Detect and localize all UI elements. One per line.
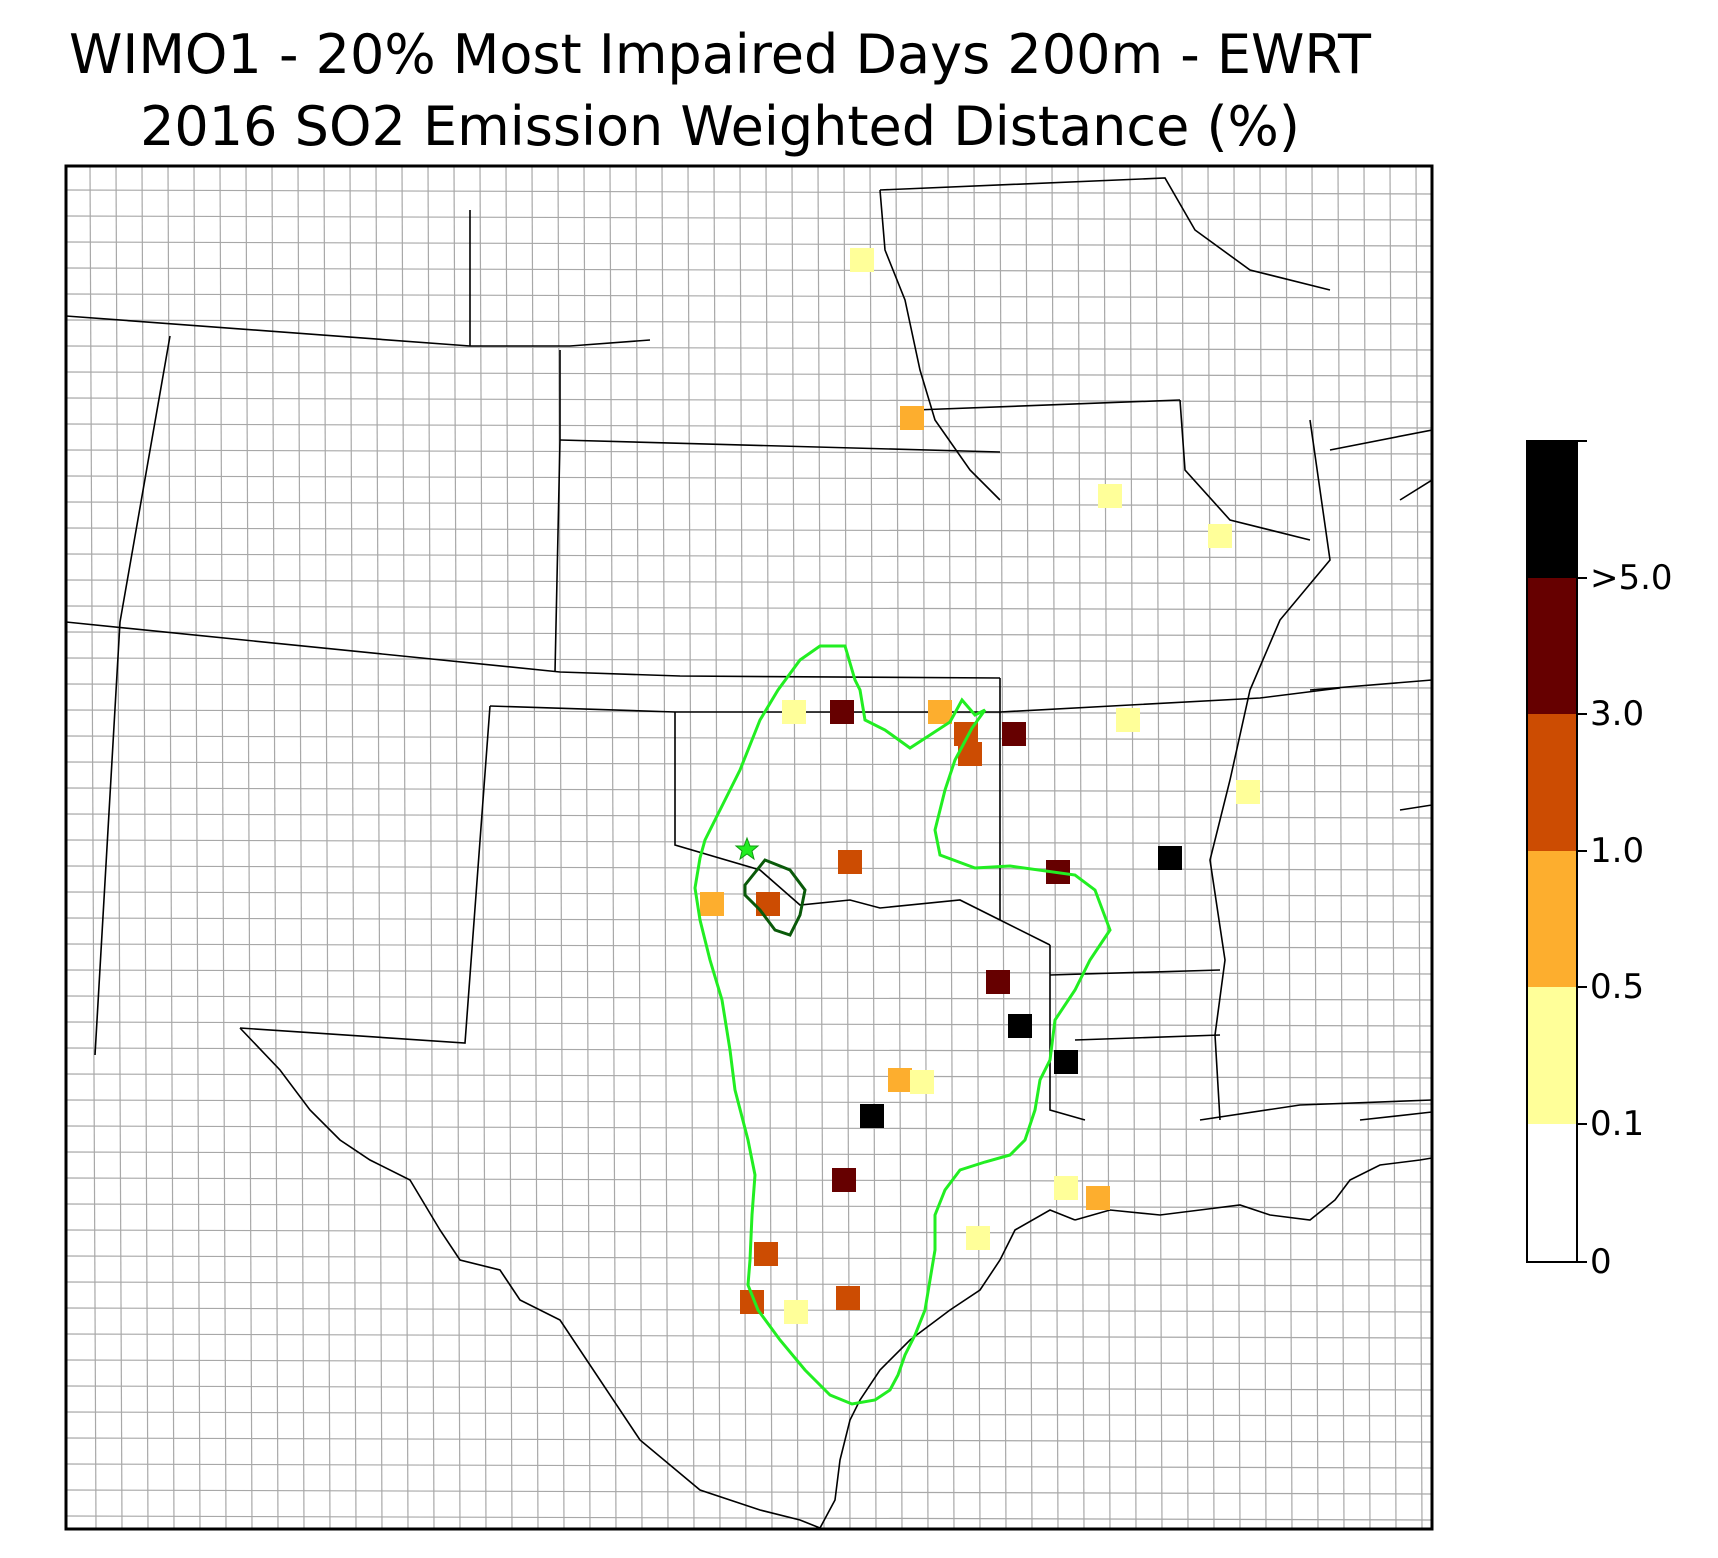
grid-cell: [700, 892, 724, 916]
grid-cell: [850, 248, 874, 272]
grid-cell: [1098, 484, 1122, 508]
inner-contour: [743, 858, 807, 937]
grid-cell: [1116, 708, 1140, 732]
colorbar: [1526, 440, 1587, 1263]
map-title-line-1: WIMO1 - 20% Most Impaired Days 200m - EW…: [69, 23, 1371, 86]
receptor-star-marker: [734, 836, 760, 861]
grid-cell: [830, 700, 854, 724]
grid-cell: [1236, 780, 1260, 804]
grid-cell: [888, 1068, 912, 1092]
map-frame: [64, 164, 1434, 1531]
colorbar-bin-2: [1527, 851, 1577, 987]
colorbar-label-0-1: 0.1: [1590, 1104, 1645, 1144]
colorbar-bin-0: [1527, 1124, 1577, 1262]
grid-cell: [928, 700, 952, 724]
grid-cell: [756, 892, 780, 916]
grid-cell: [832, 1168, 856, 1192]
colorbar-bin-1: [1527, 987, 1577, 1124]
grid-cell: [1158, 846, 1182, 870]
grid-cell: [836, 1286, 860, 1310]
grid-cell: [1086, 1186, 1110, 1210]
emission-grid-cells: [700, 248, 1260, 1324]
grid-cell: [910, 1070, 934, 1094]
grid-cell: [784, 1300, 808, 1324]
colorbar-bin-5: [1527, 441, 1577, 578]
grid-cell: [1008, 1014, 1032, 1038]
map-title-line-2: 2016 SO2 Emission Weighted Distance (%): [140, 95, 1300, 158]
grid-cell: [754, 1242, 778, 1266]
grid-cell: [900, 406, 924, 430]
grid-cell: [986, 970, 1010, 994]
grid-cell: [782, 700, 806, 724]
outer-contour: [693, 644, 1112, 1406]
grid-cell: [1002, 722, 1026, 746]
map-content: [66, 166, 1432, 1529]
colorbar-label-3-0: 3.0: [1590, 694, 1645, 734]
colorbar-label-0-5: 0.5: [1590, 967, 1645, 1007]
grid-cell: [1054, 1050, 1078, 1074]
colorbar-label-0: 0: [1590, 1242, 1612, 1282]
grid-cell: [1054, 1176, 1078, 1200]
grid-cell: [838, 850, 862, 874]
colorbar-ticks: [1577, 440, 1587, 1263]
colorbar-bin-4: [1527, 578, 1577, 714]
grid-cell: [860, 1104, 884, 1128]
colorbar-bin-3: [1527, 714, 1577, 851]
state-boundaries: [66, 177, 1432, 1121]
texas-border-coast: [239, 1027, 1432, 1529]
grid-cell: [1208, 524, 1232, 548]
grid-cell: [966, 1226, 990, 1250]
colorbar-label-1-0: 1.0: [1590, 831, 1645, 871]
colorbar-label-gt-5-0: >5.0: [1590, 558, 1673, 598]
